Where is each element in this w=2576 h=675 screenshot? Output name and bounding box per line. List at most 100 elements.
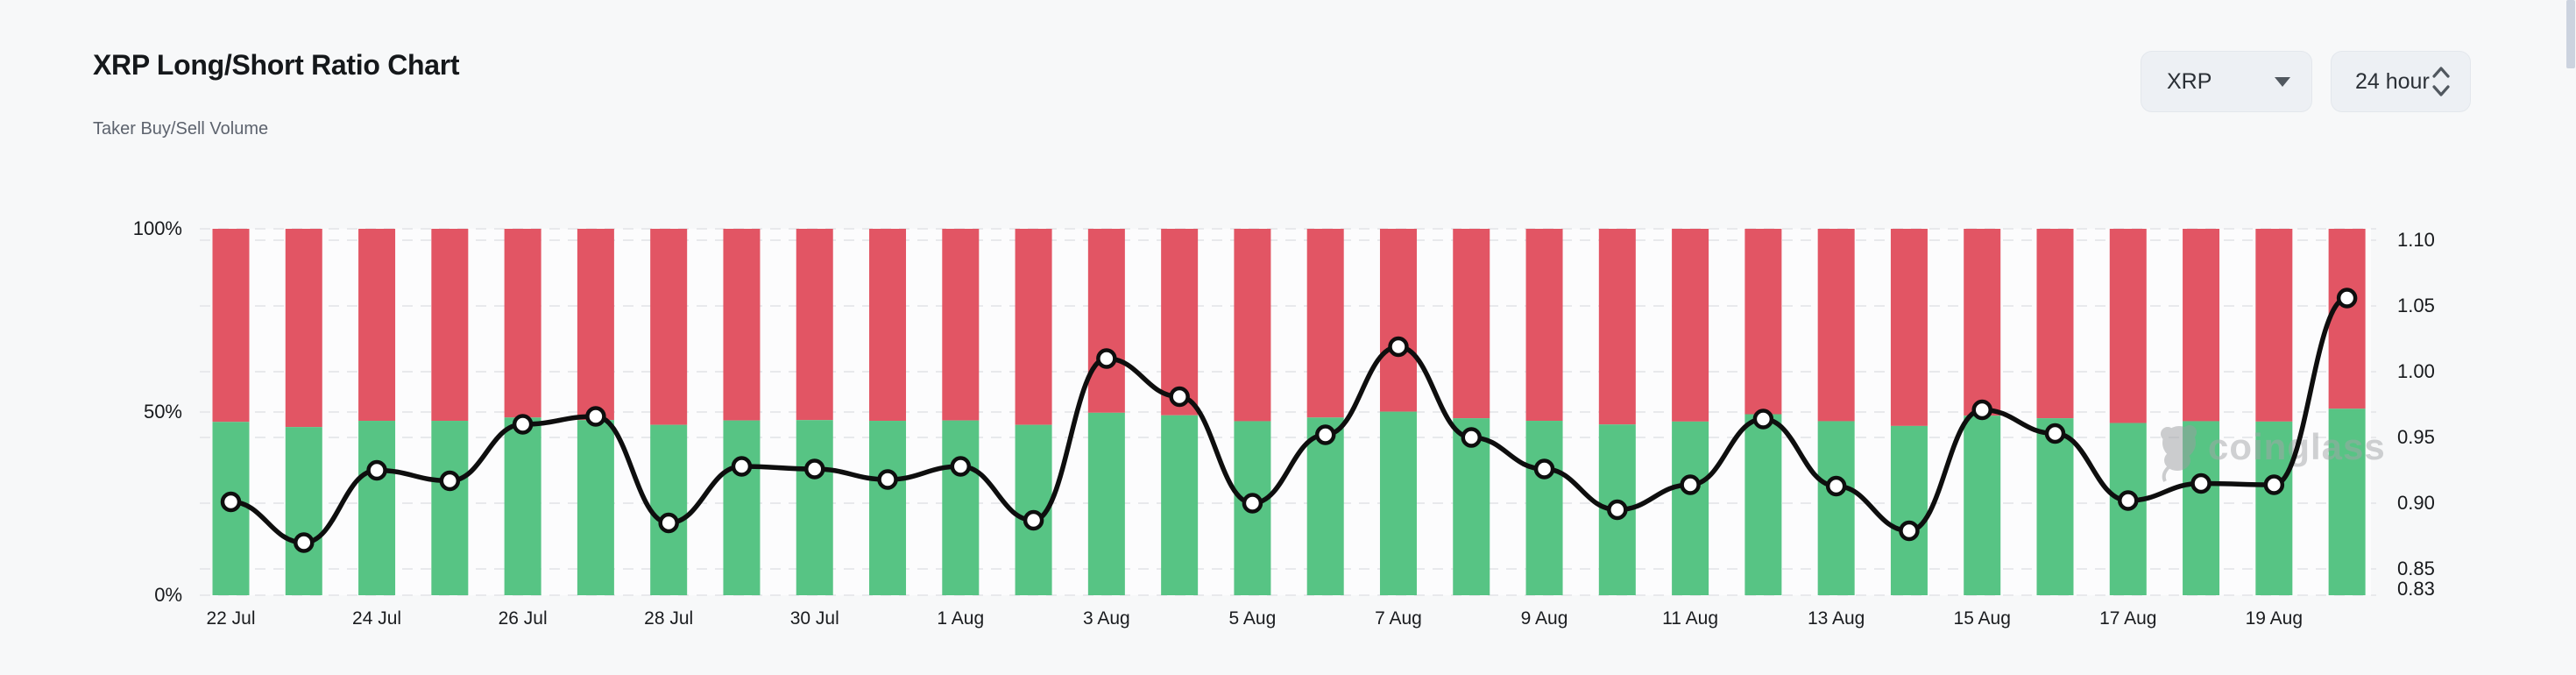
y-axis-right-tick: 1.10 bbox=[2397, 229, 2435, 251]
bar-long[interactable] bbox=[285, 427, 322, 595]
bar-short[interactable] bbox=[1672, 229, 1709, 422]
bar-short[interactable] bbox=[1598, 229, 1636, 425]
bar-long[interactable] bbox=[869, 421, 907, 595]
bar-long[interactable] bbox=[577, 420, 614, 595]
bar-short[interactable] bbox=[796, 229, 833, 421]
ratio-point[interactable] bbox=[1461, 427, 1483, 448]
y-axis-right-tick: 1.05 bbox=[2397, 295, 2435, 316]
bar-short[interactable] bbox=[1890, 229, 1928, 426]
bar-short[interactable] bbox=[212, 229, 250, 423]
bar-short[interactable] bbox=[1234, 229, 1271, 422]
ratio-point[interactable] bbox=[1607, 499, 1628, 521]
bar-long[interactable] bbox=[796, 420, 833, 595]
bar-short[interactable] bbox=[1744, 229, 1782, 415]
bar-long[interactable] bbox=[431, 421, 469, 595]
bar-long[interactable] bbox=[1525, 421, 1563, 595]
bar-long[interactable] bbox=[2255, 421, 2293, 595]
ratio-point[interactable] bbox=[1533, 458, 1555, 480]
bar-short[interactable] bbox=[1964, 229, 2001, 416]
x-axis-tick: 7 Aug bbox=[1375, 608, 1422, 629]
bar-long[interactable] bbox=[1890, 425, 1928, 595]
bar-short[interactable] bbox=[1525, 229, 1563, 422]
ratio-point[interactable] bbox=[950, 456, 972, 477]
bar-long[interactable] bbox=[1672, 421, 1709, 595]
interval-dropdown[interactable]: 24 hour bbox=[2331, 51, 2471, 112]
bar-long[interactable] bbox=[1306, 417, 1344, 595]
ratio-point[interactable] bbox=[1096, 348, 1117, 369]
bar-short[interactable] bbox=[1306, 229, 1344, 418]
ratio-point[interactable] bbox=[2118, 490, 2139, 511]
ratio-point[interactable] bbox=[658, 512, 679, 534]
bar-short[interactable] bbox=[2255, 229, 2293, 422]
symbol-dropdown[interactable]: XRP bbox=[2141, 51, 2312, 112]
ratio-point[interactable] bbox=[1752, 409, 1774, 430]
ratio-point[interactable] bbox=[1023, 509, 1044, 531]
x-axis-tick: 24 Jul bbox=[352, 608, 401, 629]
bar-long[interactable] bbox=[1379, 411, 1417, 595]
bar-long[interactable] bbox=[723, 420, 761, 595]
interval-dropdown-value: 24 hour bbox=[2355, 68, 2430, 94]
x-axis-tick: 22 Jul bbox=[206, 608, 255, 629]
bar-short[interactable] bbox=[2036, 229, 2074, 419]
ratio-point[interactable] bbox=[220, 491, 242, 513]
bar-long[interactable] bbox=[358, 421, 396, 595]
ratio-point[interactable] bbox=[877, 469, 898, 490]
ratio-point[interactable] bbox=[731, 456, 753, 477]
bar-short[interactable] bbox=[2328, 229, 2366, 409]
bar-short[interactable] bbox=[650, 229, 688, 425]
bar-long[interactable] bbox=[1087, 412, 1125, 595]
ratio-point[interactable] bbox=[803, 458, 825, 480]
ratio-points bbox=[220, 288, 2358, 553]
ratio-point[interactable] bbox=[1971, 399, 1992, 421]
ratio-point[interactable] bbox=[1899, 520, 1920, 542]
bar-long[interactable] bbox=[942, 420, 980, 595]
bar-short[interactable] bbox=[2183, 229, 2220, 422]
bar-short[interactable] bbox=[942, 229, 980, 421]
ratio-point[interactable] bbox=[439, 470, 461, 492]
bar-long[interactable] bbox=[1453, 418, 1490, 595]
ratio-point[interactable] bbox=[1169, 386, 1190, 408]
bar-long[interactable] bbox=[504, 417, 541, 595]
ratio-point[interactable] bbox=[2263, 474, 2285, 495]
ratio-point[interactable] bbox=[1680, 474, 1701, 495]
y-axis-left-tick: 50% bbox=[144, 401, 182, 423]
bar-short[interactable] bbox=[1379, 229, 1417, 412]
bar-short[interactable] bbox=[1453, 229, 1490, 419]
bar-long[interactable] bbox=[1964, 416, 2001, 595]
bar-short[interactable] bbox=[504, 229, 541, 418]
ratio-point[interactable] bbox=[512, 414, 534, 435]
symbol-dropdown-value: XRP bbox=[2167, 68, 2212, 94]
ratio-point[interactable] bbox=[2336, 288, 2358, 309]
bar-short[interactable] bbox=[431, 229, 469, 422]
ratio-point[interactable] bbox=[1388, 336, 1409, 358]
bar-short[interactable] bbox=[1015, 229, 1052, 425]
bar-long[interactable] bbox=[650, 424, 688, 595]
ratio-point[interactable] bbox=[1242, 493, 1263, 514]
bar-short[interactable] bbox=[869, 229, 907, 422]
ratio-point[interactable] bbox=[1314, 424, 1336, 445]
ratio-point[interactable] bbox=[366, 459, 387, 481]
bar-short[interactable] bbox=[358, 229, 396, 422]
ratio-point[interactable] bbox=[1825, 475, 1847, 497]
bar-long[interactable] bbox=[2328, 409, 2366, 595]
bar-short[interactable] bbox=[1087, 229, 1125, 413]
bar-short[interactable] bbox=[2109, 229, 2147, 423]
bar-short[interactable] bbox=[1161, 229, 1199, 416]
bar-long[interactable] bbox=[2036, 418, 2074, 595]
bar-short[interactable] bbox=[577, 229, 614, 421]
x-axis-tick: 5 Aug bbox=[1229, 608, 1277, 629]
coinglass-logo-icon bbox=[2161, 425, 2197, 482]
bar-short[interactable] bbox=[285, 229, 322, 428]
bar-short[interactable] bbox=[723, 229, 761, 421]
bar-long[interactable] bbox=[1817, 421, 1855, 595]
ratio-point[interactable] bbox=[585, 406, 606, 427]
up-down-chevrons-icon bbox=[2430, 63, 2452, 100]
page-title: XRP Long/Short Ratio Chart bbox=[93, 49, 460, 81]
ratio-point[interactable] bbox=[294, 532, 315, 553]
vertical-scrollbar-thumb[interactable] bbox=[2566, 0, 2575, 68]
bar-long[interactable] bbox=[1744, 414, 1782, 595]
bar-short[interactable] bbox=[1817, 229, 1855, 422]
bar-long[interactable] bbox=[1161, 415, 1199, 595]
ratio-point[interactable] bbox=[2044, 423, 2066, 444]
ratio-point[interactable] bbox=[2190, 472, 2212, 494]
